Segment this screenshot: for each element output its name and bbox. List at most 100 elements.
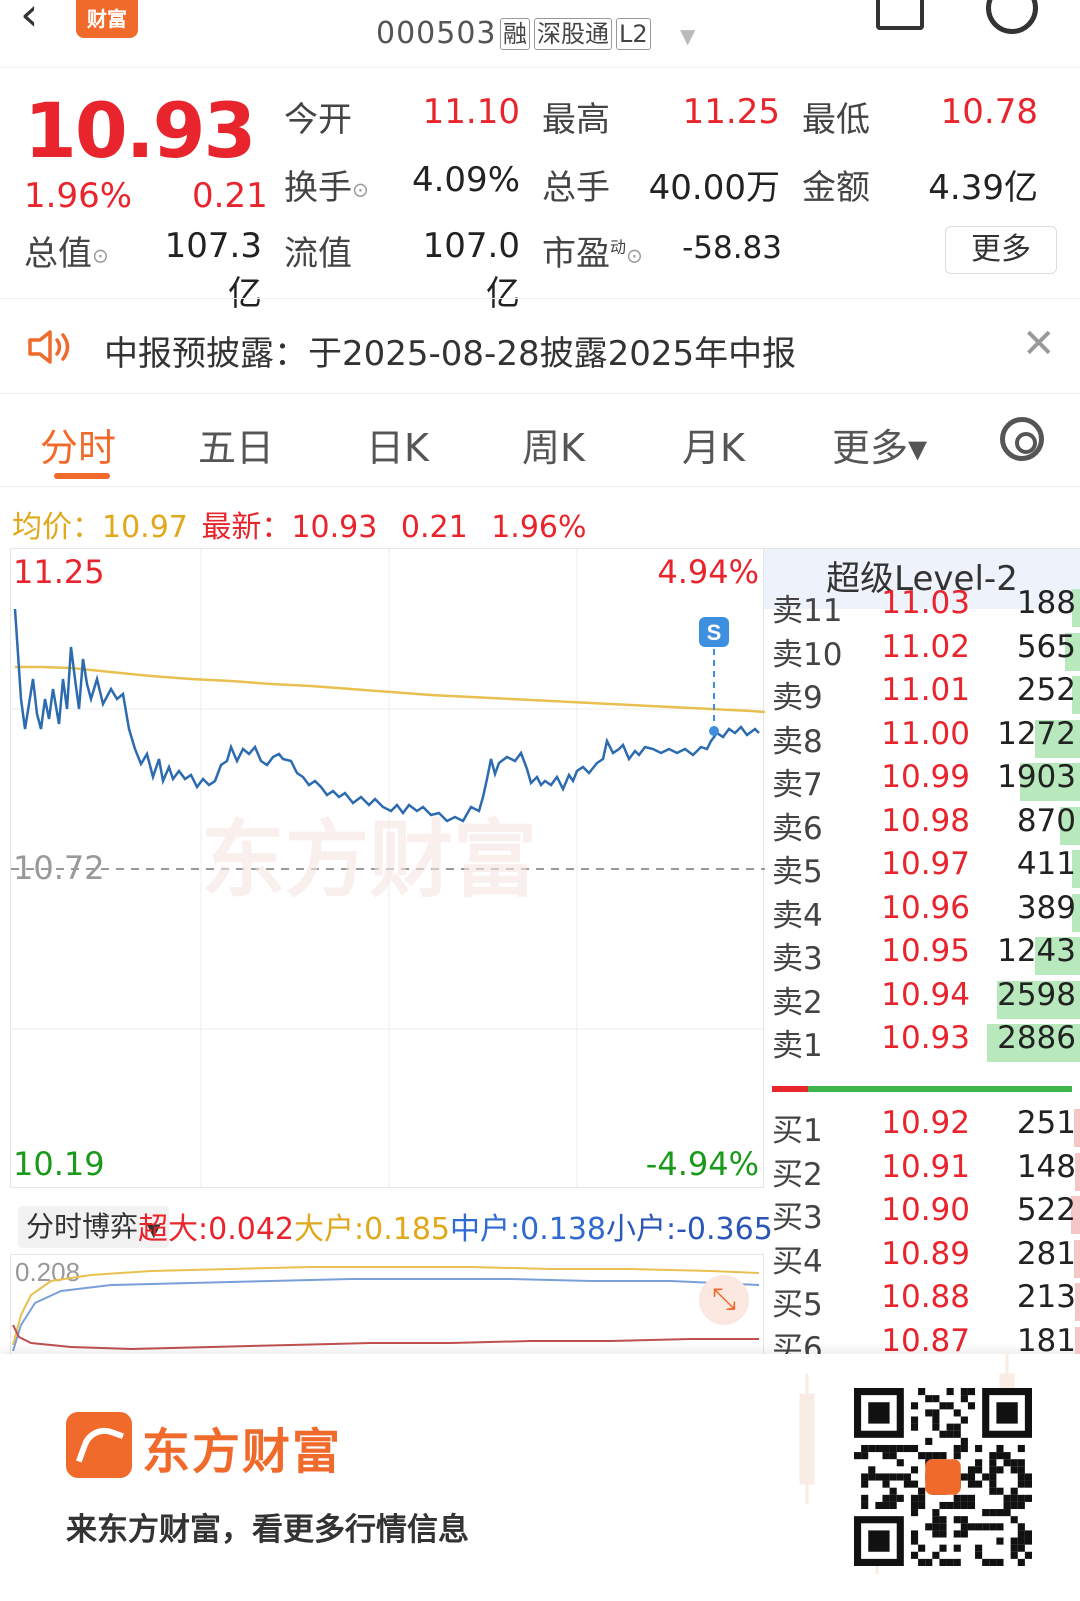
ask-row[interactable]: 卖10 11.02 565: [764, 629, 1080, 673]
search-icon[interactable]: [986, 0, 1038, 34]
level-label: 卖3: [772, 941, 823, 977]
order-book[interactable]: 超级Level-2 卖11 11.03 188 卖10 11.02 565 卖9 11.01 2…: [764, 548, 1080, 1354]
volume-bar: [1072, 676, 1080, 714]
pe-label-text: 市盈: [542, 234, 610, 274]
tab-daily-k[interactable]: 日K: [366, 426, 429, 470]
capital-flow-chart[interactable]: 0.208 ⤡: [10, 1254, 764, 1354]
small-label: 小户:: [606, 1212, 677, 1247]
level-price: 10.94: [881, 976, 970, 1013]
flow-line-medium: [12, 1278, 760, 1352]
ask-row[interactable]: 卖1 10.93 2886: [764, 1020, 1080, 1064]
flow-line-super: [12, 1324, 759, 1351]
level-label: 卖10: [772, 636, 843, 673]
level-price: 10.92: [881, 1105, 970, 1141]
low-value: 10.78: [940, 92, 1038, 132]
chart-watermark: 东方财富: [201, 813, 537, 907]
pe-label[interactable]: 市盈动⊙: [542, 226, 643, 275]
level-label: 买6: [772, 1330, 823, 1355]
info-icon[interactable]: ⊙: [352, 177, 369, 202]
axis-bottom-percent: -4.94%: [645, 1145, 759, 1183]
level-volume: 2598: [997, 976, 1076, 1013]
volume-bar: [1072, 893, 1080, 932]
share-icon[interactable]: [876, 0, 924, 30]
ask-row[interactable]: 卖3 10.95 1243: [764, 933, 1080, 977]
latest-label: 最新：: [201, 510, 292, 545]
tab-intraday[interactable]: 分时: [40, 426, 117, 470]
ask-row[interactable]: 卖9 11.01 252: [764, 672, 1080, 716]
level-label: 卖8: [772, 723, 823, 760]
active-tab-indicator: [54, 473, 110, 479]
stock-code: 000503: [376, 16, 497, 51]
bid-row[interactable]: 买3 10.90 522: [764, 1192, 1080, 1236]
level-price: 10.96: [881, 889, 970, 926]
high-label: 最高: [542, 100, 610, 140]
volume-bar: [997, 980, 1080, 1019]
level-volume: 181: [1016, 1322, 1076, 1355]
summary-change-pct: 1.96%: [491, 510, 587, 545]
level-price: 10.95: [881, 933, 970, 969]
quote-panel: 10.93 1.96% 0.21 今开 11.10 最高 11.25 最低 10…: [0, 68, 1080, 314]
volume-bar: [1075, 1152, 1080, 1191]
close-icon[interactable]: ✕: [1022, 321, 1056, 367]
stock-switch-dropdown-icon[interactable]: ▼: [680, 24, 696, 48]
tag-level2: L2: [616, 18, 651, 50]
qr-code[interactable]: [854, 1388, 1032, 1566]
level-label: 卖11: [772, 593, 843, 629]
level-price: 10.99: [881, 759, 970, 795]
ask-row[interactable]: 卖4 10.96 389: [764, 890, 1080, 934]
amount-label: 金额: [802, 168, 870, 208]
level-price: 10.89: [881, 1235, 970, 1272]
amount-value: 4.39亿: [928, 168, 1038, 208]
ask-row[interactable]: 卖6 10.98 870: [764, 803, 1080, 847]
small-value: -0.365: [676, 1212, 773, 1247]
info-icon[interactable]: ⊙: [626, 243, 643, 268]
tab-more[interactable]: 更多▾: [832, 426, 928, 470]
turnover-label[interactable]: 换手⊙: [284, 160, 369, 209]
super-large-value: 0.042: [208, 1212, 294, 1247]
capital-flow-svg: 0.208: [12, 1257, 760, 1352]
info-icon[interactable]: ⊙: [92, 243, 109, 268]
back-arrow-icon[interactable]: ‹: [20, 0, 39, 41]
bid-row[interactable]: 买4 10.89 281: [764, 1236, 1080, 1280]
volume-bar: [1035, 719, 1080, 758]
volume-bar: [1072, 850, 1080, 888]
level-price: 10.88: [881, 1279, 970, 1315]
signal-marker-text: S: [707, 620, 722, 645]
large-value: 0.185: [364, 1212, 450, 1247]
chart-period-tabs: 分时 五日 日K 周K 月K 更多▾: [0, 395, 1080, 487]
announcement-text: 中报预披露：于2025-08-28披露2025年中报: [104, 334, 797, 374]
intraday-chart[interactable]: 东方财富 S 11.25 4.94% 10.72 10.19 -4.94%: [10, 548, 765, 1189]
bid-row[interactable]: 买2 10.91 148: [764, 1149, 1080, 1193]
price-line: [13, 608, 760, 823]
more-quote-button[interactable]: 更多: [945, 226, 1057, 274]
avg-price-line: [15, 665, 765, 714]
tab-monthly-k[interactable]: 月K: [682, 426, 745, 470]
mktcap-label[interactable]: 总值⊙: [24, 226, 109, 275]
avg-price-value: 10.97: [102, 510, 188, 545]
expand-icon[interactable]: ⤡: [699, 1275, 749, 1325]
gear-icon[interactable]: [1000, 417, 1044, 461]
ask-row[interactable]: 卖2 10.94 2598: [764, 977, 1080, 1021]
announcement-banner[interactable]: 中报预披露：于2025-08-28披露2025年中报 ✕: [0, 298, 1080, 394]
order-book-title: 超级Level-2: [764, 549, 1080, 609]
bid-row[interactable]: 买5 10.88 213: [764, 1279, 1080, 1323]
level-volume: 1903: [997, 759, 1076, 795]
pe-dynamic-sup: 动: [610, 237, 627, 257]
bid-row[interactable]: 买6 10.87 181: [764, 1322, 1080, 1355]
level-price: 10.97: [881, 846, 970, 882]
level-volume: 1272: [997, 715, 1076, 752]
buy-sell-ratio-bar-red: [772, 1086, 808, 1092]
promo-banner[interactable]: 东方财富 来东方财富，看更多行情信息: [0, 1354, 1080, 1601]
ask-row[interactable]: 卖11 11.03 188: [764, 585, 1080, 629]
bid-row[interactable]: 买1 10.92 251: [764, 1105, 1080, 1149]
large-label: 大户:: [294, 1212, 365, 1247]
ask-row[interactable]: 卖8 11.00 1272: [764, 716, 1080, 760]
ask-row[interactable]: 卖7 10.99 1903: [764, 759, 1080, 803]
volume-bar: [1074, 1109, 1080, 1147]
avg-price-label: 均价：: [12, 510, 102, 545]
flow-indicator-select[interactable]: 分时博弈 ▼: [18, 1206, 169, 1248]
tab-weekly-k[interactable]: 周K: [522, 426, 585, 470]
volume-label: 总手: [542, 168, 610, 208]
tab-five-day[interactable]: 五日: [198, 426, 275, 470]
ask-row[interactable]: 卖5 10.97 411: [764, 846, 1080, 890]
